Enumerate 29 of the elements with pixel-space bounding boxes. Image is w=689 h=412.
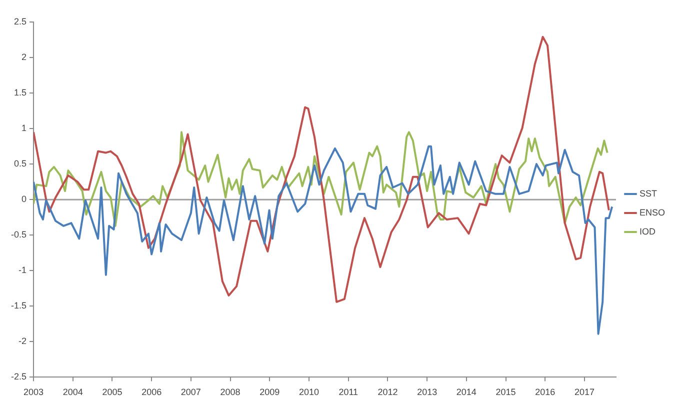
x-tick-label: 2010 xyxy=(298,387,320,398)
x-tick-label: 2008 xyxy=(220,387,240,398)
y-tick-label: -2 xyxy=(18,336,27,346)
x-tick-label: 2015 xyxy=(496,387,516,398)
y-tick-label: 2.5 xyxy=(14,16,27,26)
legend-label: IOD xyxy=(639,226,656,236)
y-tick-label: 1 xyxy=(21,123,27,134)
y-tick-label: 0 xyxy=(21,194,27,204)
x-tick-label: 2006 xyxy=(142,387,162,398)
x-tick-label: 2005 xyxy=(102,387,122,398)
x-tick-label: 2017 xyxy=(574,387,595,398)
x-tick-label: 2016 xyxy=(535,387,556,398)
y-tick-label: -1.5 xyxy=(10,300,27,311)
x-tick-label: 2003 xyxy=(23,387,44,398)
y-tick-label: 1.5 xyxy=(14,88,27,98)
x-tick-label: 2014 xyxy=(456,387,476,398)
y-tick-label: 0.5 xyxy=(14,158,27,169)
y-tick-label: -2.5 xyxy=(10,372,27,382)
x-tick-label: 2009 xyxy=(260,387,280,398)
y-tick-label: -0.5 xyxy=(10,230,27,240)
x-tick-label: 2007 xyxy=(180,387,201,398)
x-tick-label: 2013 xyxy=(417,387,438,398)
legend-label: ENSO xyxy=(639,207,666,218)
x-tick-label: 2011 xyxy=(338,387,358,398)
x-tick-label: 2004 xyxy=(62,387,83,398)
x-tick-label: 2012 xyxy=(378,387,398,398)
legend-label: SST xyxy=(639,188,658,198)
y-tick-label: -1 xyxy=(18,265,27,276)
y-tick-label: 2 xyxy=(21,52,27,62)
